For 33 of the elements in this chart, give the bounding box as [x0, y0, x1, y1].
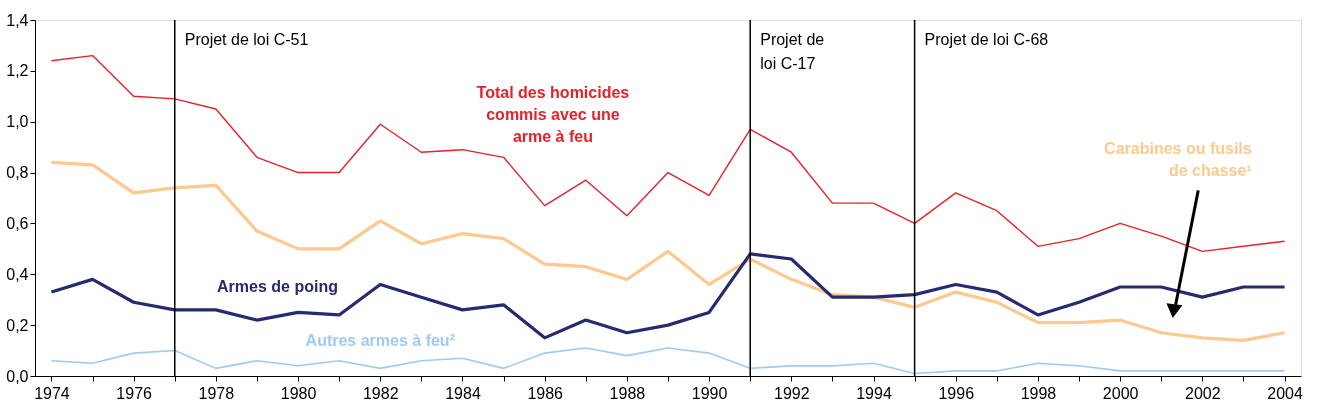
- x-tick-label: 1998: [1020, 384, 1057, 402]
- x-tick-label: 1988: [609, 384, 646, 402]
- x-tick-label: 1992: [774, 384, 810, 402]
- ref-line-label: Projet de loi C-51: [184, 31, 309, 48]
- x-tick-label: 1994: [856, 384, 892, 402]
- x-tick-label: 2000: [1102, 384, 1139, 402]
- x-tick-label: 1990: [691, 384, 728, 402]
- line-series: [50, 54, 1286, 253]
- line-series: [50, 347, 1286, 375]
- y-tick-label: 0,8: [6, 164, 29, 182]
- x-tick-label: 1974: [34, 384, 70, 402]
- x-tick-label: 1976: [116, 384, 153, 402]
- y-tick-label: 0,2: [6, 316, 29, 334]
- y-tick-label: 1,0: [6, 113, 29, 131]
- y-tick-label: 1,4: [6, 11, 29, 29]
- x-tick-label: 1996: [938, 384, 975, 402]
- x-tick-label: 2004: [1267, 384, 1303, 402]
- x-tick-label: 1978: [198, 384, 235, 402]
- x-tick-label: 1984: [445, 384, 481, 402]
- ref-line-label: Projet de loi C-17: [760, 31, 825, 72]
- series-label: Autres armes à feu²: [305, 332, 455, 350]
- text: Carabines ou fusils de chasse¹: [1104, 140, 1252, 180]
- x-tick-label: 1980: [280, 384, 317, 402]
- series-label: Total des homicides commis avec une arme à feu: [476, 84, 630, 146]
- x-tick-label: 1986: [527, 384, 564, 402]
- y-tick-label: 1,2: [6, 62, 29, 80]
- ref-line-label: Projet de loi C-68: [924, 31, 1049, 48]
- y-tick-label: 0,0: [6, 367, 29, 385]
- series-label: Armes de poing: [217, 277, 338, 295]
- y-tick-label: 0,4: [6, 265, 29, 283]
- y-tick-label: 0,6: [6, 214, 29, 232]
- x-tick-label: 2002: [1185, 384, 1221, 402]
- x-tick-label: 1982: [362, 384, 399, 402]
